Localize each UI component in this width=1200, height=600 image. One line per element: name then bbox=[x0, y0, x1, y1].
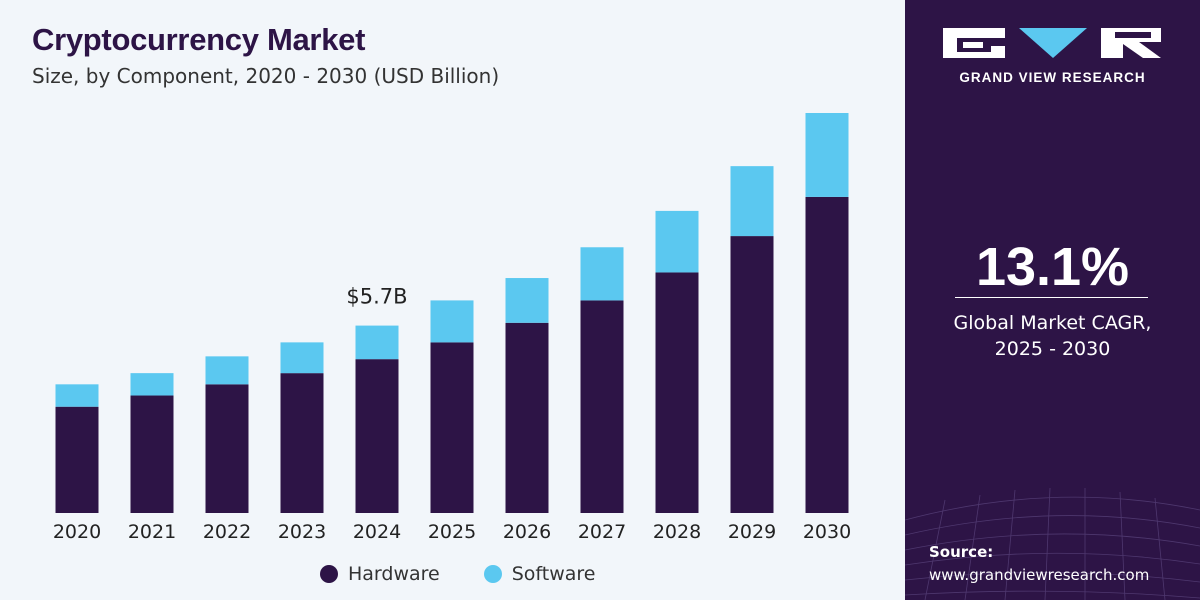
bar-software-2028 bbox=[655, 210, 699, 273]
bar-software-2030 bbox=[805, 113, 849, 197]
bar-hardware-2024 bbox=[355, 359, 399, 513]
chart-area: Cryptocurrency Market Size, by Component… bbox=[32, 22, 852, 585]
source-link[interactable]: www.grandviewresearch.com bbox=[929, 566, 1150, 584]
x-tick-label-2027: 2027 bbox=[578, 521, 626, 543]
x-tick-label-2021: 2021 bbox=[128, 521, 176, 543]
bar-software-2020 bbox=[55, 384, 99, 407]
cagr-label: Global Market CAGR, 2025 - 2030 bbox=[905, 310, 1200, 362]
bar-hardware-2022 bbox=[205, 384, 249, 513]
legend-swatch-hardware bbox=[320, 565, 338, 583]
bar-hardware-2020 bbox=[55, 406, 99, 513]
bar-software-2025 bbox=[430, 300, 474, 343]
bar-software-2022 bbox=[205, 356, 249, 385]
legend: Hardware Software bbox=[320, 563, 640, 585]
legend-label-software: Software bbox=[511, 563, 596, 585]
data-label-2024: $5.7B bbox=[346, 285, 407, 309]
bar-software-2026 bbox=[505, 278, 549, 323]
bar-hardware-2023 bbox=[280, 373, 324, 513]
legend-swatch-software bbox=[483, 565, 502, 583]
wireframe-grid-decoration bbox=[905, 487, 1200, 600]
bar-hardware-2029 bbox=[730, 236, 774, 514]
bar-hardware-2025 bbox=[430, 342, 474, 513]
bar-software-2027 bbox=[580, 247, 624, 301]
legend-label-hardware: Hardware bbox=[348, 563, 440, 585]
x-tick-label-2023: 2023 bbox=[278, 521, 326, 543]
legend-item-software: Software bbox=[483, 563, 596, 585]
cagr-label-line1: Global Market CAGR, bbox=[953, 312, 1152, 334]
cagr-value: 13.1% bbox=[975, 237, 1130, 297]
x-tick-label-2025: 2025 bbox=[428, 521, 476, 543]
cagr-label-line2: 2025 - 2030 bbox=[994, 338, 1111, 360]
chart-subtitle: Size, by Component, 2020 - 2030 (USD Bil… bbox=[32, 64, 500, 88]
brand-name: GRAND VIEW RESEARCH bbox=[959, 70, 1146, 85]
cagr-divider bbox=[955, 297, 1148, 298]
x-tick-label-2030: 2030 bbox=[803, 521, 851, 543]
bar-hardware-2030 bbox=[805, 196, 849, 513]
bar-hardware-2027 bbox=[580, 300, 624, 513]
source-label: Source: bbox=[929, 543, 994, 561]
bar-software-2021 bbox=[130, 373, 174, 396]
bar-software-2023 bbox=[280, 342, 324, 374]
legend-item-hardware: Hardware bbox=[320, 563, 440, 585]
bar-software-2024 bbox=[355, 325, 399, 360]
x-tick-label-2029: 2029 bbox=[728, 521, 776, 543]
x-tick-label-2022: 2022 bbox=[203, 521, 251, 543]
x-tick-label-2024: 2024 bbox=[353, 521, 401, 543]
x-tick-label-2026: 2026 bbox=[503, 521, 551, 543]
chart-title: Cryptocurrency Market bbox=[32, 22, 366, 57]
bar-hardware-2021 bbox=[130, 395, 174, 513]
bar-software-2029 bbox=[730, 166, 774, 237]
info-panel: GRAND VIEW RESEARCH 13.1% Global Market … bbox=[905, 0, 1200, 600]
x-tick-label-2028: 2028 bbox=[653, 521, 701, 543]
x-tick-label-2020: 2020 bbox=[53, 521, 101, 543]
grand-view-research-logo bbox=[943, 28, 1161, 58]
bar-hardware-2028 bbox=[655, 272, 699, 513]
bar-chart: 2020 2021 2022 2023 2024 $5.7B 2025 2026 2027 202… bbox=[53, 113, 851, 543]
bar-hardware-2026 bbox=[505, 322, 549, 513]
